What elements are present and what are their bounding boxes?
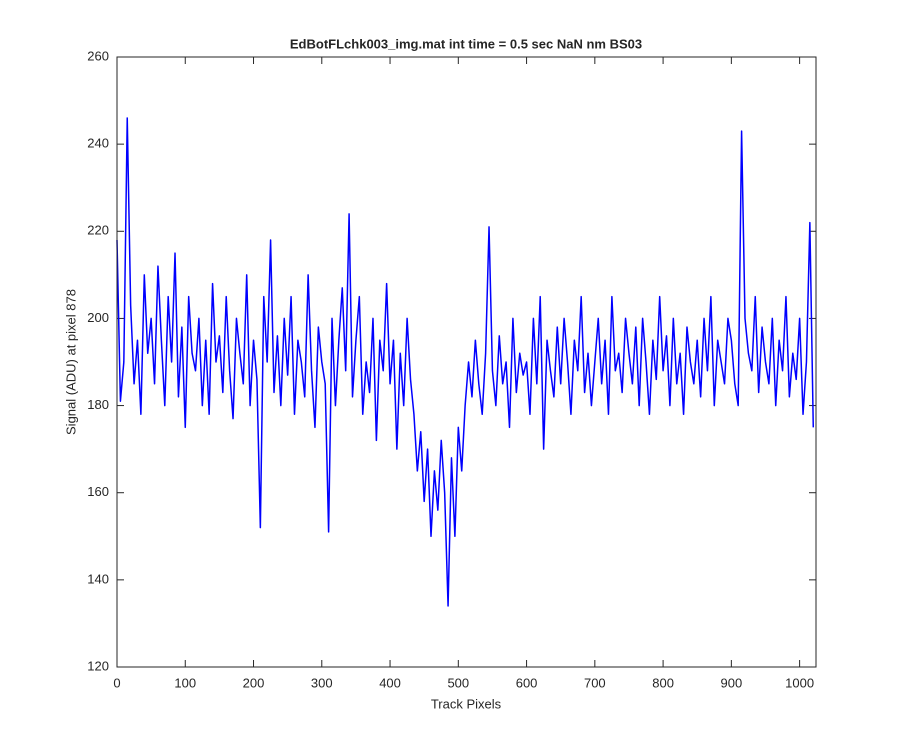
x-tick-label: 600 — [516, 675, 538, 690]
y-tick-label: 240 — [87, 136, 109, 151]
data-line — [116, 117, 815, 607]
x-tick-label: 900 — [721, 675, 743, 690]
y-tick-label: 160 — [87, 484, 109, 499]
plot-frame — [116, 56, 817, 668]
x-tick-label: 100 — [174, 675, 196, 690]
y-axis-label: Signal (ADU) at pixel 878 — [63, 289, 78, 435]
x-tick-label: 400 — [379, 675, 401, 690]
y-tick-label: 200 — [87, 310, 109, 325]
x-tick-label: 200 — [243, 675, 265, 690]
x-tick-label: 300 — [311, 675, 333, 690]
x-tick-label: 0 — [113, 675, 120, 690]
y-tick-label: 180 — [87, 397, 109, 412]
y-tick-label: 220 — [87, 223, 109, 238]
y-tick-label: 120 — [87, 658, 109, 673]
y-tick-label: 140 — [87, 571, 109, 586]
x-tick-label: 700 — [584, 675, 606, 690]
x-axis-label: Track Pixels — [431, 696, 502, 711]
x-tick-label: 500 — [447, 675, 469, 690]
y-tick-label: 260 — [87, 48, 109, 63]
chart-title: EdBotFLchk003_img.mat int time = 0.5 sec… — [290, 36, 642, 51]
x-tick-label: 1000 — [785, 675, 814, 690]
x-tick-label: 800 — [652, 675, 674, 690]
